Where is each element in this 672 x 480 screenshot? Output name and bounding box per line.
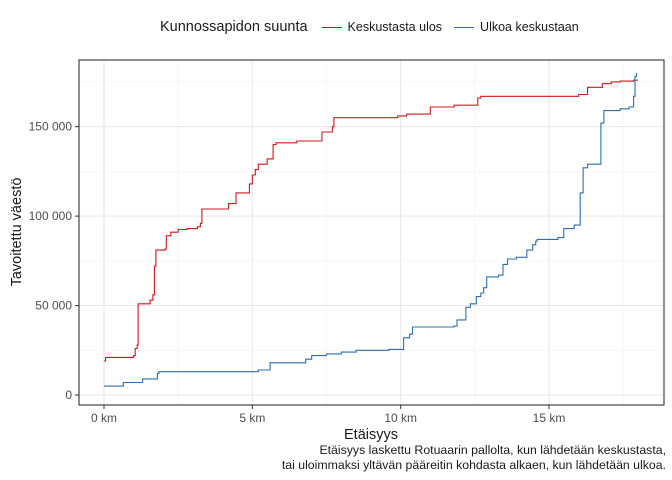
- x-axis: 0 km 5 km 10 km 15 km: [91, 405, 565, 425]
- legend: Kunnossapidon suunta Keskustasta ulos Ul…: [160, 17, 591, 37]
- x-tick-label: 5 km: [239, 411, 265, 425]
- panel-border: [78, 59, 665, 406]
- caption-line-2: tai uloimmaksi yltävän pääreitin kohdast…: [281, 458, 666, 472]
- x-tick-label: 0 km: [91, 411, 117, 425]
- y-axis-label: Tavoitettu väestö: [9, 178, 25, 287]
- x-tick-label: 15 km: [533, 411, 566, 425]
- series-line-ulkoa-keskustaan: [104, 73, 638, 387]
- panel-background: [79, 60, 664, 405]
- caption-line-1: Etäisyys laskettu Rotuaarin pallolta, ku…: [319, 443, 666, 457]
- x-axis-label: Etäisyys: [344, 427, 398, 443]
- y-tick-label: 0: [65, 388, 72, 402]
- series-line-keskustasta-ulos: [104, 79, 638, 362]
- y-tick-label: 50 000: [35, 299, 72, 313]
- y-tick-label: 100 000: [29, 209, 73, 223]
- legend-title: Kunnossapidon suunta: [160, 19, 308, 35]
- legend-item-keskustasta-ulos: Keskustasta ulos: [321, 20, 443, 34]
- legend-item-ulkoa-keskustaan: Ulkoa keskustaan: [454, 20, 579, 34]
- y-axis: 0 50 000 100 000 150 000: [29, 120, 79, 402]
- legend-key-keskustasta-ulos: [321, 26, 342, 28]
- legend-label-ulkoa-keskustaan: Ulkoa keskustaan: [480, 20, 579, 34]
- y-tick-label: 150 000: [29, 120, 73, 134]
- x-tick-label: 10 km: [384, 411, 417, 425]
- legend-label-keskustasta-ulos: Keskustasta ulos: [347, 20, 443, 34]
- caption: Etäisyys laskettu Rotuaarin pallolta, ku…: [106, 443, 666, 473]
- series-lines: [104, 73, 638, 387]
- legend-key-ulkoa-keskustaan: [454, 26, 475, 28]
